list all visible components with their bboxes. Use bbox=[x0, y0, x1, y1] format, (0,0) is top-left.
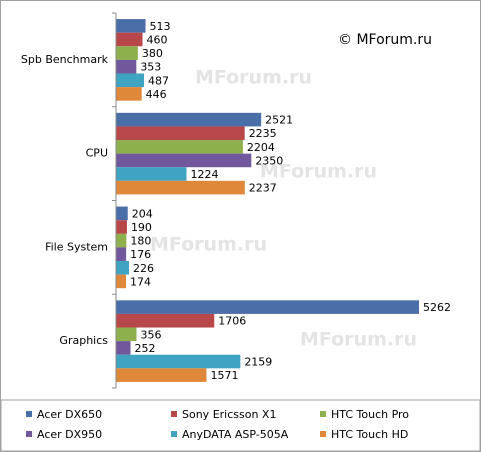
bar bbox=[116, 274, 127, 289]
legend-swatch bbox=[320, 431, 326, 437]
bar bbox=[116, 368, 207, 382]
legend-label: HTC Touch HD bbox=[331, 428, 408, 441]
data-label: 2350 bbox=[255, 154, 283, 167]
bar bbox=[116, 206, 128, 221]
legend-label: Acer DX950 bbox=[37, 428, 102, 441]
bar bbox=[116, 73, 145, 88]
bar bbox=[116, 247, 127, 261]
y-tick-label: CPU bbox=[86, 147, 108, 160]
bar bbox=[116, 87, 142, 101]
data-label: 380 bbox=[142, 47, 163, 60]
bar bbox=[116, 126, 245, 141]
watermark: MForum.ru bbox=[260, 161, 377, 183]
bar bbox=[116, 167, 187, 181]
bar bbox=[116, 140, 243, 154]
bar bbox=[116, 46, 138, 60]
data-label: 460 bbox=[146, 33, 167, 46]
data-label: 2237 bbox=[249, 182, 277, 195]
y-tick-label: Graphics bbox=[59, 334, 108, 347]
legend-label: AnyDATA ASP-505A bbox=[182, 428, 289, 441]
watermark: MForum.ru bbox=[150, 234, 267, 256]
bar bbox=[116, 220, 127, 234]
data-label: 356 bbox=[140, 328, 161, 341]
data-label: 204 bbox=[132, 207, 153, 220]
bar bbox=[116, 354, 241, 369]
bar bbox=[116, 327, 137, 342]
legend-swatch bbox=[171, 411, 177, 417]
copyright: © MForum.ru bbox=[338, 32, 432, 48]
legend-swatch bbox=[320, 411, 326, 417]
bar bbox=[116, 19, 146, 33]
data-label: 226 bbox=[133, 262, 154, 275]
legend-swatch bbox=[26, 411, 32, 417]
data-label: 487 bbox=[148, 74, 169, 87]
data-label: 180 bbox=[130, 235, 151, 248]
legend-label: HTC Touch Pro bbox=[331, 408, 409, 421]
data-label: 2204 bbox=[247, 141, 275, 154]
data-label: 446 bbox=[146, 88, 167, 101]
bar bbox=[116, 153, 252, 168]
legend-swatch bbox=[26, 431, 32, 437]
data-label: 190 bbox=[131, 221, 152, 234]
bar bbox=[116, 260, 130, 275]
legend-label: Sony Ericsson X1 bbox=[182, 408, 276, 421]
watermark: MForum.ru bbox=[195, 67, 312, 89]
data-label: 513 bbox=[150, 20, 171, 33]
data-label: 5262 bbox=[423, 301, 451, 314]
y-tick-label: File System bbox=[45, 240, 108, 253]
y-tick-label: Spb Benchmark bbox=[21, 53, 109, 66]
bar bbox=[116, 313, 215, 328]
bar bbox=[116, 32, 143, 47]
legend-box bbox=[0, 399, 481, 452]
legend-label: Acer DX650 bbox=[37, 408, 102, 421]
bar bbox=[116, 233, 127, 248]
data-label: 2159 bbox=[244, 356, 272, 369]
data-label: 353 bbox=[140, 61, 161, 74]
data-label: 174 bbox=[130, 275, 151, 288]
data-label: 1224 bbox=[190, 168, 218, 181]
data-label: 1571 bbox=[210, 369, 238, 382]
legend-swatch bbox=[171, 431, 177, 437]
watermark: MForum.ru bbox=[300, 329, 417, 351]
data-label: 2521 bbox=[265, 114, 293, 127]
data-label: 252 bbox=[135, 342, 156, 355]
data-label: 2235 bbox=[249, 127, 277, 140]
data-label: 176 bbox=[130, 248, 151, 261]
bar bbox=[116, 300, 419, 314]
bar bbox=[116, 180, 245, 195]
bar bbox=[116, 59, 137, 74]
bar bbox=[116, 112, 262, 127]
bar bbox=[116, 341, 131, 355]
data-label: 1706 bbox=[218, 315, 246, 328]
